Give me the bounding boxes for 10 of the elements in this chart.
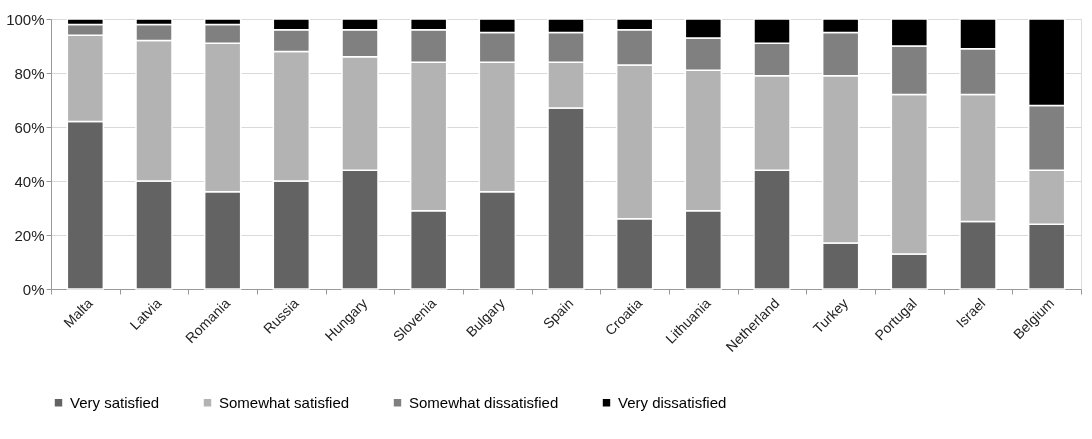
- y-tick-label: 20%: [14, 226, 45, 244]
- legend-label: Somewhat dissatisfied: [409, 393, 559, 411]
- legend-label: Very satisfied: [70, 393, 160, 411]
- y-tick-label: 80%: [14, 64, 45, 82]
- y-tick-label: 40%: [14, 172, 45, 190]
- y-tick-label: 0%: [22, 280, 45, 298]
- y-tick-label: 60%: [14, 118, 45, 136]
- y-tick-label: 100%: [6, 10, 45, 28]
- legend-label: Very dissatisfied: [618, 393, 727, 411]
- legend-label: Somewhat satisfied: [219, 393, 350, 411]
